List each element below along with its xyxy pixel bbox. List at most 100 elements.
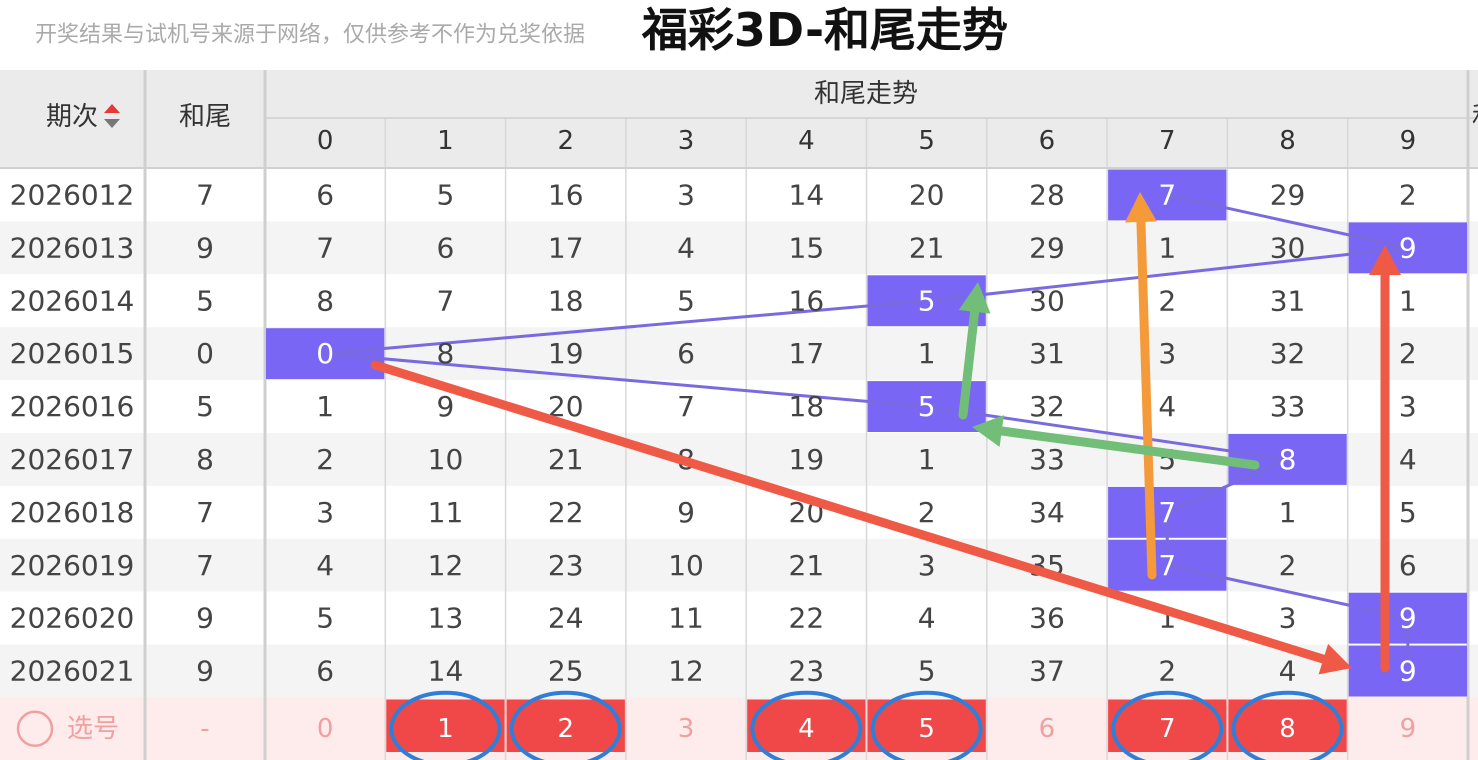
- row-bg: [0, 644, 1478, 698]
- cell: 7: [1158, 549, 1176, 582]
- cell: 7: [1158, 496, 1176, 529]
- cell: 2: [918, 496, 936, 529]
- arrow-head: [958, 282, 991, 314]
- hewei: 7: [196, 496, 214, 529]
- cell: 3: [1158, 337, 1176, 370]
- page-title: 福彩3D-和尾走势: [641, 3, 1008, 57]
- hewei: 8: [196, 443, 214, 476]
- header-digit: 7: [1159, 126, 1176, 156]
- cell: 4: [1399, 443, 1417, 476]
- cell: 9: [677, 496, 695, 529]
- cell: 21: [789, 549, 825, 582]
- row-bg: [0, 538, 1478, 592]
- cell: 13: [428, 602, 464, 635]
- cell: 1: [918, 443, 936, 476]
- cell: 23: [789, 655, 825, 688]
- cell: 10: [668, 549, 704, 582]
- header-digit: 1: [437, 126, 454, 156]
- period: 2026021: [10, 655, 135, 688]
- arrow-line: [958, 307, 980, 420]
- header-hewei: 和尾: [179, 102, 231, 132]
- arrow-head: [972, 415, 1004, 447]
- cell: 33: [1029, 443, 1065, 476]
- cell: 32: [1029, 390, 1065, 423]
- arrow-line: [997, 426, 1260, 470]
- cell: 1: [1279, 496, 1297, 529]
- select-digit: 7: [1159, 714, 1176, 744]
- cell: 5: [918, 284, 936, 317]
- circle-annotation: [750, 690, 863, 760]
- header-digit: 8: [1279, 126, 1296, 156]
- cell: 25: [548, 655, 584, 688]
- select-digit: 1: [437, 714, 454, 744]
- sort-up[interactable]: [104, 104, 120, 113]
- trend-line: [325, 193, 1410, 672]
- cell: 9: [437, 390, 455, 423]
- cell: 8: [1279, 443, 1297, 476]
- select-cell[interactable]: [1228, 699, 1347, 753]
- cell: 2: [1399, 337, 1417, 370]
- cell: 17: [548, 231, 584, 264]
- header-digit: 3: [678, 126, 695, 156]
- cell: 17: [789, 337, 825, 370]
- cell: 7: [437, 284, 455, 317]
- cell: 6: [1399, 549, 1417, 582]
- period: 2026012: [10, 178, 135, 211]
- cell: 9: [1399, 655, 1417, 688]
- cell: 31: [1029, 337, 1065, 370]
- cell: 1: [1158, 231, 1176, 264]
- cell: 21: [909, 231, 945, 264]
- cell: 0: [316, 337, 334, 370]
- cell: 18: [789, 390, 825, 423]
- cell: 4: [918, 602, 936, 635]
- cell: 22: [548, 496, 584, 529]
- cell: 11: [428, 496, 464, 529]
- hewei: 5: [196, 284, 214, 317]
- cell: 5: [677, 284, 695, 317]
- notice: 开奖结果与试机号来源于网络，仅供参考不作为兑奖依据: [35, 23, 585, 48]
- header-digit: 6: [1039, 126, 1056, 156]
- cell: 1: [918, 337, 936, 370]
- cell: 5: [918, 655, 936, 688]
- period: 2026018: [10, 496, 135, 529]
- cell: 4: [1158, 390, 1176, 423]
- cell: 3: [316, 496, 334, 529]
- cell: 6: [316, 655, 334, 688]
- cell: 28: [1029, 178, 1065, 211]
- select-cell[interactable]: [1108, 699, 1227, 753]
- cell: 4: [316, 549, 334, 582]
- select-digit: 4: [798, 714, 815, 744]
- cell: 37: [1029, 655, 1065, 688]
- period: 2026020: [10, 602, 135, 635]
- select-digit: 0: [317, 714, 334, 744]
- select-cell[interactable]: [386, 699, 505, 753]
- arrow-head: [1124, 192, 1157, 223]
- select-cell[interactable]: [747, 699, 866, 753]
- period: 2026015: [10, 337, 135, 370]
- header-digit: 5: [918, 126, 935, 156]
- arrow-head: [1318, 643, 1352, 675]
- cell: 9: [1399, 602, 1417, 635]
- row-bg: [0, 327, 1478, 381]
- select-cell[interactable]: [867, 699, 986, 753]
- cell: 20: [909, 178, 945, 211]
- cell: 6: [437, 231, 455, 264]
- sort-down[interactable]: [104, 119, 120, 128]
- select-radio[interactable]: [16, 710, 54, 747]
- select-cell[interactable]: [506, 699, 625, 753]
- hewei: 9: [196, 231, 214, 264]
- cell: 3: [1399, 390, 1417, 423]
- cell: 36: [1029, 602, 1065, 635]
- cell: 5: [437, 178, 455, 211]
- row-bg: [0, 380, 1478, 433]
- row-bg: [0, 168, 1478, 222]
- cell: 12: [428, 549, 464, 582]
- hewei: 5: [196, 390, 214, 423]
- header-trend: 和尾走势: [814, 79, 918, 109]
- cell: 2: [1158, 655, 1176, 688]
- cell: 8: [437, 337, 455, 370]
- cell: 2: [316, 443, 334, 476]
- cell: 5: [1399, 496, 1417, 529]
- circle-annotation: [509, 690, 622, 760]
